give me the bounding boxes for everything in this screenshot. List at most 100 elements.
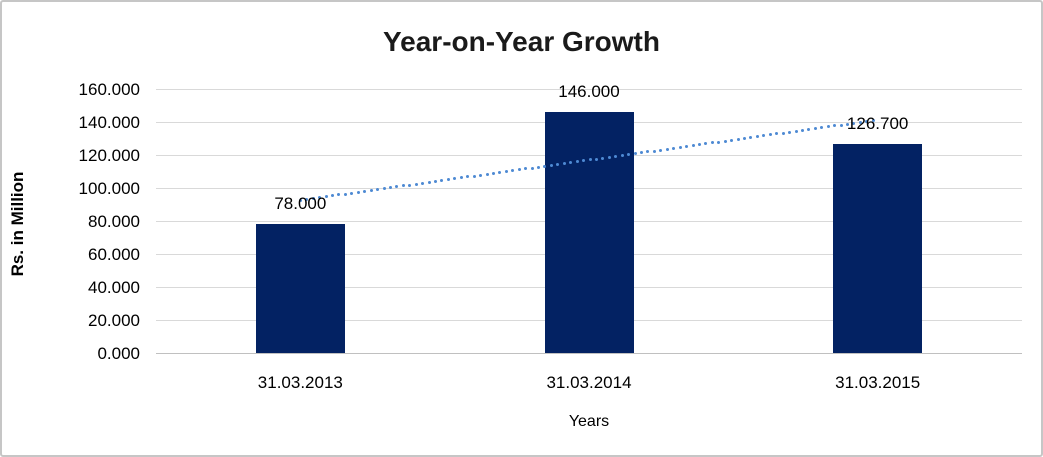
- trendline-dot: [356, 190, 360, 194]
- trendline-dot: [350, 191, 354, 195]
- trendline-dot: [343, 192, 347, 196]
- trendline-dot: [781, 131, 785, 135]
- trendline-dot: [730, 138, 734, 142]
- trendline-dot: [543, 164, 547, 168]
- y-tick-label: 100.000: [78, 179, 140, 198]
- trendline-dot: [807, 128, 811, 131]
- trendline-dot: [556, 162, 560, 166]
- trendline-dot: [434, 179, 438, 183]
- trendline-dot: [376, 188, 380, 192]
- trendline-dot: [524, 167, 528, 171]
- trendline-dot: [427, 180, 431, 184]
- trendline-dot: [839, 123, 843, 127]
- trendline-dot: [640, 151, 644, 155]
- trendline-dot: [305, 197, 309, 201]
- y-tick-label: 140.000: [78, 113, 140, 132]
- trendline-dot: [485, 172, 489, 176]
- plot-area: 78.000 146.000 126.700: [156, 83, 1022, 353]
- trendline-dot: [846, 122, 850, 126]
- x-axis-title: Years: [568, 413, 610, 430]
- bar-value-label: 78.000: [274, 194, 327, 214]
- trendline-dot: [401, 184, 405, 188]
- y-tick-label: 120.000: [78, 146, 140, 165]
- y-tick-label: 40.000: [88, 278, 140, 297]
- trendline-dot: [755, 135, 759, 139]
- trendline-dot: [549, 163, 553, 167]
- y-tick-label: 0.000: [97, 344, 140, 363]
- trendline-dot: [736, 137, 740, 141]
- y-tick-label: 20.000: [88, 311, 140, 330]
- trendline-dot: [852, 121, 856, 125]
- trendline-dot: [537, 165, 541, 169]
- trendline-dot: [607, 155, 611, 159]
- bar-value-label: 146.000: [558, 82, 620, 102]
- trendline-dot: [569, 161, 573, 165]
- trendline-dot: [871, 119, 875, 123]
- trendline-dot: [672, 146, 676, 150]
- x-axis-line: [156, 353, 1022, 354]
- chart-title: Year-on-Year Growth: [383, 26, 660, 57]
- trendline-dot: [298, 198, 302, 202]
- trendline-dot: [723, 139, 727, 143]
- x-tick-label: 31.03.2013: [257, 373, 343, 392]
- trendline-dot: [504, 170, 508, 174]
- trendline-dot: [685, 145, 689, 149]
- trendline-dot: [646, 150, 650, 154]
- trendline-dot: [408, 183, 412, 187]
- bar-value-label: 126.700: [846, 113, 909, 133]
- trendline-dot: [743, 136, 747, 140]
- trendline-dot: [511, 169, 515, 173]
- trendline-dot: [691, 144, 695, 148]
- x-tick-label: 31.03.2015: [835, 373, 921, 392]
- trendline-dot: [826, 125, 830, 129]
- trendline-dot: [601, 156, 605, 160]
- trendline-dot: [794, 129, 798, 133]
- trendline-dot: [421, 181, 425, 185]
- trendline-dot: [710, 141, 714, 145]
- trendline-dot: [453, 177, 457, 181]
- trendline-dot: [858, 120, 862, 124]
- trendline-dot: [466, 175, 470, 179]
- trendline-dot: [491, 171, 495, 175]
- trendline-dot: [318, 196, 322, 200]
- trendline-dot: [530, 166, 534, 170]
- trendline-dot: [498, 171, 502, 174]
- trendline-dot: [762, 134, 766, 138]
- trendline-dot: [363, 189, 367, 193]
- trendline-dot: [479, 173, 483, 177]
- trendline-dot: [517, 168, 521, 172]
- trendline-dot: [775, 132, 779, 136]
- trendline-dot: [704, 142, 708, 146]
- trendline-dot: [717, 140, 721, 144]
- trendline-dot: [659, 148, 663, 152]
- trendline-dot: [414, 182, 418, 186]
- trendline-dot: [582, 159, 586, 163]
- trendline-dot: [614, 154, 618, 158]
- trendline-dot: [665, 147, 669, 151]
- trendline-dot: [620, 153, 624, 157]
- trendline-dot: [588, 158, 592, 162]
- trendline-dot: [800, 128, 804, 132]
- trendline-dot: [678, 145, 682, 149]
- trendline-dot: [652, 149, 656, 153]
- trendline-dot: [440, 179, 444, 183]
- trendline-dot: [459, 176, 463, 180]
- trendline-dot: [768, 133, 772, 137]
- trendline-dot: [788, 130, 792, 134]
- trendline-dot: [324, 195, 328, 199]
- trendline-dot: [633, 152, 637, 156]
- trendline-dot: [749, 136, 753, 140]
- trendline-dot: [820, 126, 824, 130]
- y-tick-label: 160.000: [78, 80, 140, 99]
- bar-31.03.2013: [255, 224, 345, 353]
- trendline-dot: [575, 160, 579, 164]
- gridline: [156, 89, 1022, 90]
- x-tick-label: 31.03.2014: [546, 373, 632, 392]
- trendline-dot: [388, 186, 392, 190]
- trendline-dot: [382, 187, 386, 191]
- bar-31.03.2015: [833, 143, 923, 353]
- trendline-dot: [337, 193, 341, 197]
- trendline-dot: [865, 119, 869, 123]
- trendline-dot: [813, 127, 817, 131]
